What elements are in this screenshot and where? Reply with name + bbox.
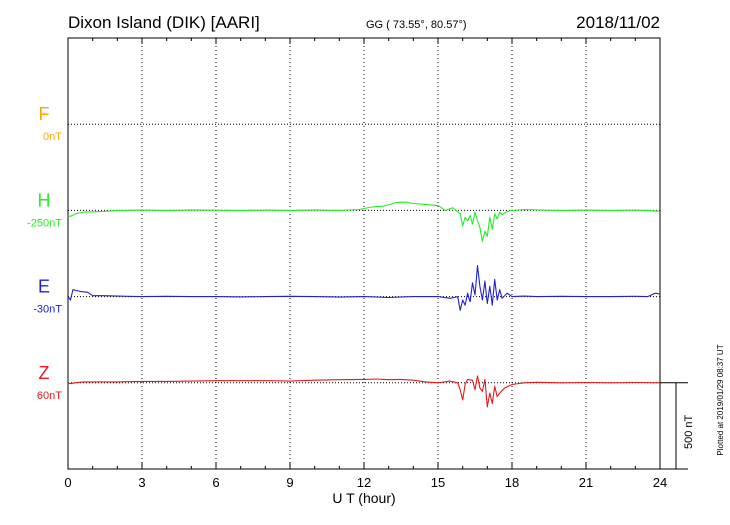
x-tick-label: 24 (653, 475, 667, 490)
series-name-Z: Z (39, 363, 50, 383)
plotted-timestamp: Plotted at 2019/01/29 08:37 UT (716, 344, 725, 455)
scale-bar: 500 nT (660, 382, 695, 470)
series-line-H (67, 201, 661, 242)
series-line-Z (67, 375, 661, 408)
series-baseline-H: -250nT (27, 217, 62, 229)
series-name-E: E (38, 277, 50, 297)
series-name-F: F (39, 104, 50, 124)
series-baseline-Z: 60nT (37, 390, 62, 402)
x-axis-label: U T (hour) (332, 490, 395, 506)
series-baseline-E: -30nT (33, 304, 62, 316)
x-tick-label: 21 (579, 475, 593, 490)
series-line-E (67, 265, 661, 311)
series-name-H: H (38, 190, 51, 210)
coordinates-label: GG ( 73.55°, 80.57°) (366, 19, 467, 31)
series-baseline-F: 0nT (43, 131, 62, 143)
x-tick-label: 9 (286, 475, 293, 490)
x-tick-label: 12 (357, 475, 371, 490)
station-title: Dixon Island (DIK) [AARI] (68, 13, 260, 32)
x-tick-label: 15 (431, 475, 445, 490)
x-tick-label: 6 (212, 475, 219, 490)
x-axis-ticks (67, 38, 661, 469)
x-tick-label: 18 (505, 475, 519, 490)
series-labels: F 0nT H -250nT E -30nT Z 60nT (27, 104, 62, 402)
date-label: 2018/11/02 (576, 13, 660, 32)
x-axis-tick-labels: 0 3 6 9 12 15 18 21 24 (64, 475, 667, 490)
x-tick-label: 3 (138, 475, 145, 490)
vertical-gridlines (141, 38, 587, 469)
series-lines (67, 201, 661, 408)
x-tick-label: 0 (64, 475, 71, 490)
scale-bar-label: 500 nT (683, 414, 695, 449)
